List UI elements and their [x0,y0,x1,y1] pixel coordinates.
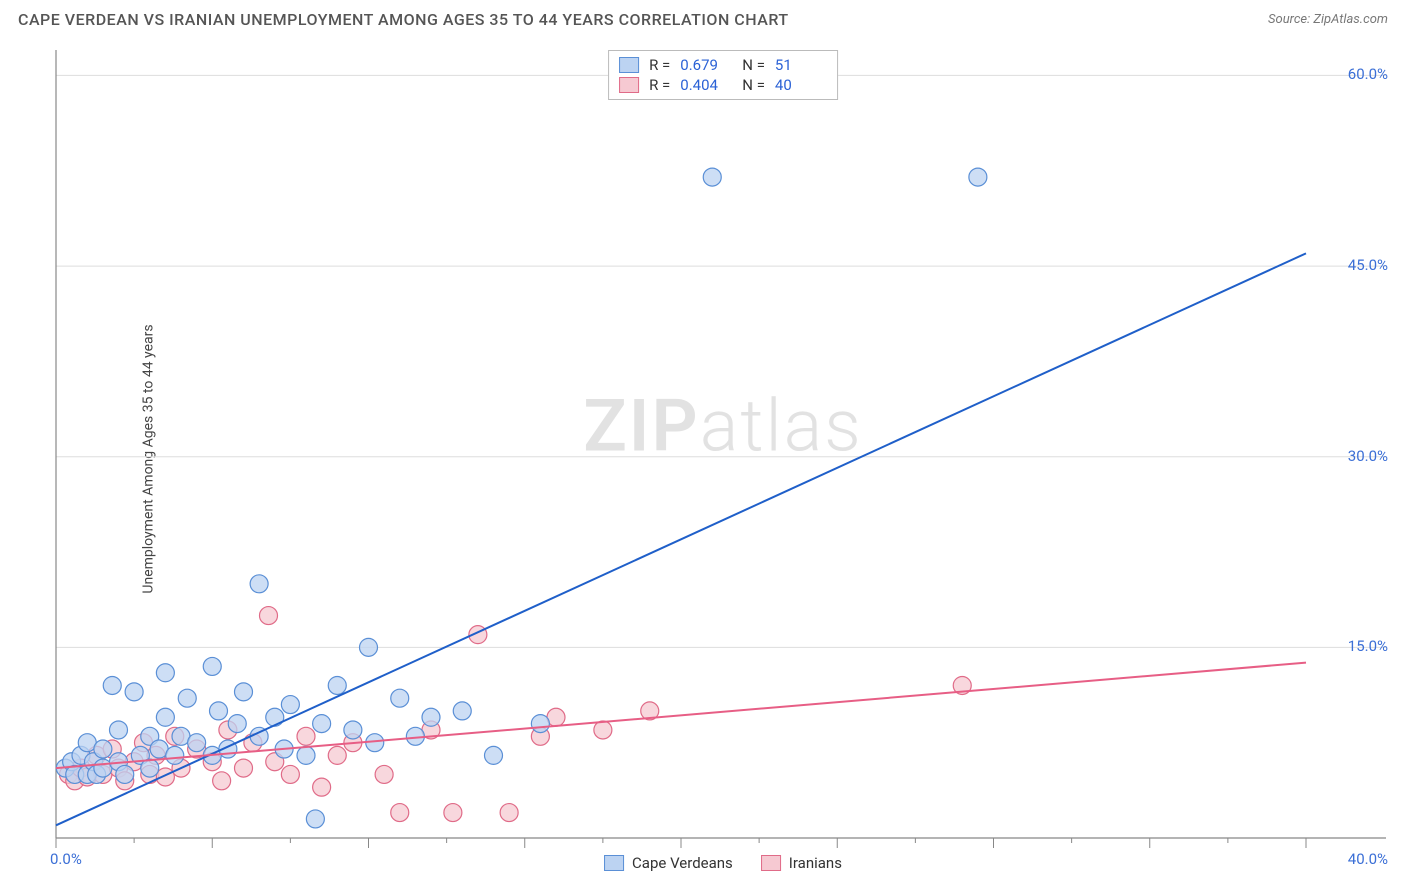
legend-swatch-1 [619,77,639,93]
legend-row-series-1: R = 0.404 N = 40 [619,75,827,95]
x-tick-label: 40.0% [1348,850,1388,868]
legend-label-0: Cape Verdeans [632,854,733,872]
legend-swatch-bottom-0 [604,855,624,871]
n-value-0: 51 [775,56,827,74]
n-label: N = [742,56,765,74]
legend-item-1: Iranians [761,854,842,872]
r-value-1: 0.404 [680,76,732,94]
x-tick-label: 0.0% [50,850,82,868]
r-label: R = [649,56,670,74]
legend-item-0: Cape Verdeans [604,854,733,872]
legend-swatch-0 [619,57,639,73]
legend-swatch-bottom-1 [761,855,781,871]
correlation-legend: R = 0.679 N = 51 R = 0.404 N = 40 [608,50,838,100]
r-value-0: 0.679 [680,56,732,74]
legend-label-1: Iranians [789,854,842,872]
y-tick-label: 30.0% [1348,447,1388,465]
chart-area: Unemployment Among Ages 35 to 44 years Z… [50,44,1396,874]
series-legend: Cape Verdeans Iranians [596,852,850,874]
n-label: N = [742,76,765,94]
r-label: R = [649,76,670,94]
y-tick-label: 60.0% [1348,65,1388,83]
legend-row-series-0: R = 0.679 N = 51 [619,55,827,75]
y-tick-label: 45.0% [1348,256,1388,274]
chart-title: CAPE VERDEAN VS IRANIAN UNEMPLOYMENT AMO… [18,10,789,29]
n-value-1: 40 [775,76,827,94]
scatter-plot-svg [50,44,1396,874]
y-tick-label: 15.0% [1348,637,1388,655]
chart-source: Source: ZipAtlas.com [1268,12,1388,27]
